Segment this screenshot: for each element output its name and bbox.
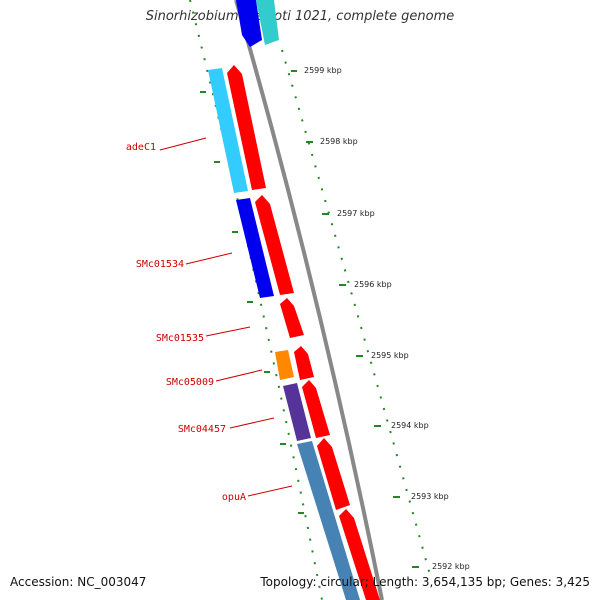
cds-SMc05009: [294, 346, 314, 380]
leader-opuA: [247, 485, 293, 497]
kbp-label-2596: 2596 kbp: [354, 280, 392, 289]
genome-summary-text: Topology: circular; Length: 3,654,135 bp…: [260, 575, 590, 589]
leader-SMc01534: [185, 252, 233, 265]
leader-SMc05009: [215, 369, 263, 382]
gene-label-SMc01535: SMc01535: [156, 333, 204, 344]
cds-SMc04457: [302, 380, 330, 438]
cds-adeC1: [227, 65, 266, 190]
cds-SMc01535: [280, 298, 304, 338]
gene-label-opuA: opuA: [222, 492, 246, 503]
inner-scale: [189, 0, 323, 600]
kbp-label-2595: 2595 kbp: [371, 351, 409, 360]
leader-SMc01535: [205, 326, 251, 337]
cds-SMc01534: [255, 195, 294, 295]
leader-SMc04457: [229, 417, 275, 429]
kbp-label-2593: 2593 kbp: [411, 492, 449, 501]
feature-top-cyan: [256, 0, 279, 45]
outer-scale: [281, 49, 431, 576]
leader-adeC1: [159, 137, 207, 151]
kbp-label-2592: 2592 kbp: [432, 562, 470, 571]
feature-SMc04457: [283, 383, 311, 441]
gene-label-SMc04457: SMc04457: [178, 424, 226, 435]
kbp-label-2594: 2594 kbp: [391, 421, 429, 430]
cds-opuA-2: [339, 509, 380, 600]
feature-top-blue: [236, 0, 262, 47]
feature-adeC1: [208, 68, 248, 193]
kbp-label-2598: 2598 kbp: [320, 137, 358, 146]
map-title: Sinorhizobium meliloti 1021, complete ge…: [145, 9, 455, 24]
gene-label-SMc05009: SMc05009: [166, 377, 214, 388]
cds-opuA: [317, 438, 350, 510]
accession-text: Accession: NC_003047: [10, 575, 147, 589]
feature-opuA: [297, 441, 360, 600]
gene-label-SMc01534: SMc01534: [136, 259, 184, 270]
kbp-label-2599: 2599 kbp: [304, 66, 342, 75]
genome-backbone: [234, 0, 384, 600]
feature-SMc01534: [236, 198, 274, 298]
gene-label-adeC1: adeC1: [126, 142, 156, 153]
kbp-label-2597: 2597 kbp: [337, 209, 375, 218]
feature-SMc05009: [275, 350, 294, 380]
